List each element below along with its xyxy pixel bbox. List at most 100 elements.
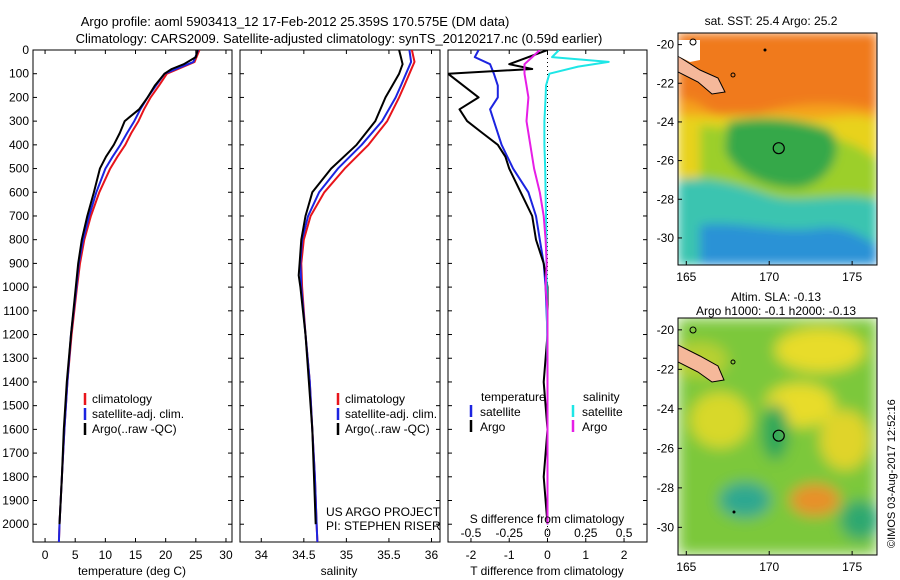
legend-label-climatology: climatology — [92, 392, 152, 406]
y-tick-label: 1800 — [2, 470, 29, 484]
sla-map-frame — [677, 317, 878, 556]
difference-x-axis: -2 -1 0 1 2 -0.5 -0.25 0 0.25 0.5 — [461, 50, 633, 562]
map-y-tick-label: -20 — [657, 323, 675, 337]
series-line-temperature-argo — [448, 50, 549, 525]
t-difference-x-label: T difference from climatology — [470, 564, 624, 578]
island-outline — [689, 326, 697, 334]
map-x-tick-label: 175 — [842, 560, 862, 574]
timestamp-stamp: ©IMOS 03-Aug-2017 12:52:16 — [886, 399, 898, 548]
y-tick-label: 500 — [9, 162, 29, 176]
land-outline — [678, 344, 725, 383]
map-x-tick-label: 165 — [676, 560, 696, 574]
x-tick-label: 34.5 — [292, 548, 316, 562]
x-tick-label: 2 — [621, 548, 628, 562]
temperature-lines — [57, 50, 201, 542]
y-tick-label: 700 — [9, 209, 29, 223]
x-tick-label: 0 — [544, 548, 551, 562]
temperature-legend: climatology satellite-adj. clim. Argo(..… — [83, 392, 184, 436]
s-x-tick-label: -0.25 — [496, 526, 524, 540]
land-outline — [678, 55, 726, 95]
x-tick-label: -1 — [504, 548, 515, 562]
x-tick-label: 35.5 — [377, 548, 401, 562]
no-data-patch — [678, 40, 700, 62]
difference-panel: -2 -1 0 1 2 -0.5 -0.25 0 0.25 0.5 T difference fr… — [447, 49, 648, 578]
x-tick-label: 35 — [340, 548, 354, 562]
legend-label-climatology: climatology — [345, 392, 405, 406]
salinity-panel: 34 34.5 35 35.5 36 salinity climatology sate… — [239, 49, 441, 578]
s-x-tick-label: 0 — [544, 526, 551, 540]
map-y-tick-label: -28 — [657, 481, 675, 495]
y-tick-label: 300 — [9, 114, 29, 128]
y-tick-label: 100 — [9, 67, 29, 81]
y-tick-label: 800 — [9, 233, 29, 247]
s-x-tick-label: 0.25 — [574, 526, 598, 540]
y-tick-label: 400 — [9, 138, 29, 152]
series-line-salinity-argo — [523, 50, 549, 525]
y-tick-label: 1900 — [2, 494, 29, 508]
y-tick-label: 1400 — [2, 375, 29, 389]
y-tick-label: 2000 — [2, 517, 29, 531]
legend-salinity-header: salinity — [583, 390, 620, 404]
x-tick-label: 20 — [159, 548, 173, 562]
island-outline — [730, 359, 736, 365]
sst-field — [678, 33, 877, 265]
sst-map-title: sat. SST: 25.4 Argo: 25.2 — [705, 14, 838, 28]
x-tick-label: 34 — [255, 548, 269, 562]
legend-label-argo: Argo(..raw -QC) — [92, 422, 177, 436]
salinity-legend: climatology satellite-adj. clim. Argo(..… — [336, 392, 437, 436]
salinity-depth-ticks — [240, 49, 440, 525]
salinity-frame — [239, 49, 441, 543]
map-y-tick-label: -22 — [657, 76, 675, 90]
map-y-tick-label: -30 — [657, 231, 675, 245]
depth-axis: 0 100 200 300 400 500 600 700 800 900 1000 1100 1200… — [2, 43, 232, 531]
map-y-tick-label: -26 — [657, 154, 675, 168]
legend-label-satellite: satellite-adj. clim. — [92, 407, 184, 421]
salinity-x-axis: 34 34.5 35 35.5 36 — [255, 50, 439, 562]
island-outline — [689, 38, 697, 46]
sst-map-panel: sat. SST: 25.4 Argo: 25.2 165 170 175 -20 -2… — [657, 14, 878, 284]
s-difference-x-label: S difference from climatology — [470, 512, 625, 526]
x-tick-label: 1 — [582, 548, 589, 562]
island-outline — [763, 48, 767, 52]
map-y-tick-label: -26 — [657, 441, 675, 455]
y-tick-label: 1600 — [2, 422, 29, 436]
difference-lines — [448, 50, 610, 525]
sla-map-axes: 165 170 175 -20 -22 -24 -26 -28 -30 — [657, 323, 863, 574]
x-tick-label: 10 — [99, 548, 113, 562]
header-line1: Argo profile: aoml 5903413_12 17-Feb-201… — [81, 14, 510, 29]
sla-map-panel: Altim. SLA: -0.13 Argo h1000: -0.1 h2000… — [657, 290, 878, 574]
map-y-tick-label: -24 — [657, 115, 675, 129]
map-x-tick-label: 170 — [759, 560, 779, 574]
map-y-tick-label: -22 — [657, 362, 675, 376]
temperature-x-axis: 0 5 10 15 20 25 30 — [42, 50, 233, 562]
legend-label-t-argo: Argo — [480, 420, 506, 434]
sla-field — [678, 318, 877, 555]
x-tick-label: 15 — [129, 548, 143, 562]
s-x-tick-label: -0.5 — [461, 526, 482, 540]
map-y-tick-label: -30 — [657, 520, 675, 534]
pi-credit: PI: STEPHEN RISER — [326, 519, 441, 533]
y-tick-label: 1700 — [2, 446, 29, 460]
x-tick-label: 36 — [425, 548, 439, 562]
map-x-tick-label: 175 — [842, 270, 862, 284]
x-tick-label: 5 — [72, 548, 79, 562]
project-credit: US ARGO PROJECT — [326, 505, 441, 519]
x-tick-label: 30 — [219, 548, 233, 562]
y-tick-label: 1000 — [2, 280, 29, 294]
salinity-x-label: salinity — [321, 564, 358, 578]
difference-depth-ticks — [448, 49, 647, 525]
y-tick-label: 1100 — [3, 304, 29, 318]
difference-legend: temperature satellite Argo salinity sate… — [469, 390, 623, 434]
y-tick-label: 900 — [9, 256, 29, 270]
temperature-panel: 0100200300400500600700800900100011001200… — [2, 43, 233, 578]
x-tick-label: 25 — [189, 548, 203, 562]
s-x-tick-label: 0.5 — [616, 526, 633, 540]
legend-label-satellite: satellite-adj. clim. — [345, 407, 437, 421]
legend-label-s-satellite: satellite — [582, 405, 623, 419]
series-line-argo-raw-qc- — [297, 50, 404, 525]
profile-location-marker — [772, 142, 785, 155]
y-tick-label: 1500 — [2, 399, 29, 413]
header-line2: Climatology: CARS2009. Satellite-adjuste… — [76, 31, 603, 46]
sla-map-title-line1: Altim. SLA: -0.13 — [731, 290, 821, 304]
